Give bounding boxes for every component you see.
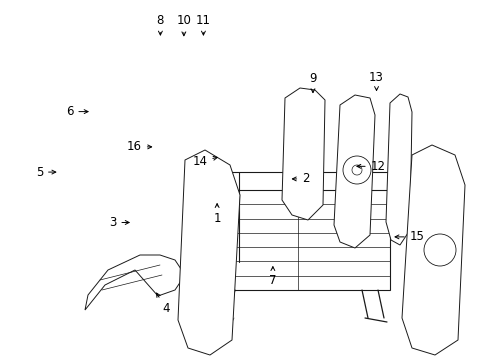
Polygon shape <box>333 95 374 248</box>
Text: 12: 12 <box>356 160 385 173</box>
Text: 8: 8 <box>156 14 164 35</box>
Text: 2: 2 <box>292 172 309 185</box>
Text: 15: 15 <box>394 230 424 243</box>
Text: 3: 3 <box>109 216 129 229</box>
Circle shape <box>423 234 455 266</box>
Text: 4: 4 <box>156 293 170 315</box>
Text: 7: 7 <box>268 267 276 287</box>
Text: 5: 5 <box>36 166 56 179</box>
Text: 13: 13 <box>368 71 383 90</box>
Polygon shape <box>85 255 184 310</box>
Text: 11: 11 <box>196 14 210 35</box>
Text: 10: 10 <box>176 14 191 36</box>
Polygon shape <box>178 150 240 355</box>
Polygon shape <box>204 190 389 290</box>
Circle shape <box>342 156 370 184</box>
Text: 14: 14 <box>192 155 217 168</box>
Text: 6: 6 <box>66 105 88 118</box>
Polygon shape <box>385 94 411 245</box>
Text: 16: 16 <box>126 140 151 153</box>
Text: 1: 1 <box>213 204 221 225</box>
Polygon shape <box>401 145 464 355</box>
Text: 9: 9 <box>308 72 316 93</box>
Polygon shape <box>282 88 325 220</box>
